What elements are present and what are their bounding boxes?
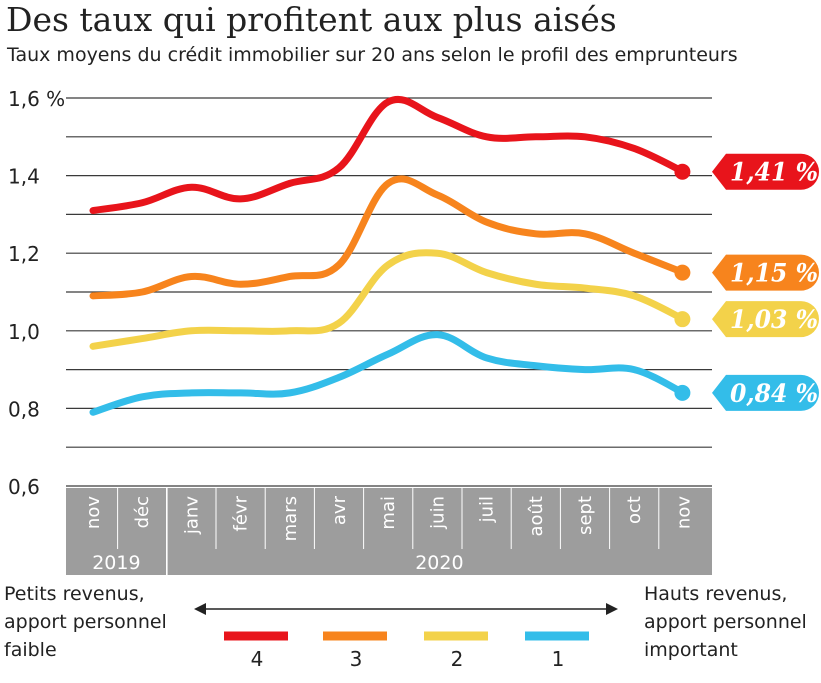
series-endpoint-3 xyxy=(674,264,691,281)
legend-label: 2 xyxy=(451,647,464,671)
x-tick-label: avr xyxy=(329,495,350,525)
year-label: 2019 xyxy=(92,552,140,574)
x-tick-label: oct xyxy=(624,496,645,524)
x-tick-label: nov xyxy=(673,496,694,529)
legend-arrow-left xyxy=(194,603,206,615)
x-tick-label: sept xyxy=(575,496,596,535)
end-label-pill-4 xyxy=(712,153,819,190)
x-tick-label: déc xyxy=(132,496,153,528)
series-line-1 xyxy=(89,331,687,416)
legend-right-line: Hauts revenus, xyxy=(644,583,788,605)
year-label: 2020 xyxy=(415,552,463,574)
end-label-1: 0,84 % xyxy=(730,379,818,408)
y-tick-label: 1,4 xyxy=(8,165,40,189)
y-tick-label: 1,2 xyxy=(8,242,40,266)
x-tick-label: août xyxy=(526,496,547,537)
x-tick-label: févr xyxy=(231,495,252,531)
x-tick-label: juil xyxy=(477,496,498,523)
series-endpoint-1 xyxy=(674,384,691,401)
series-line-3 xyxy=(89,175,687,300)
x-axis-band xyxy=(66,488,712,575)
x-tick-label: janv xyxy=(181,496,202,535)
series-line-2 xyxy=(89,249,687,350)
end-label-pill-1 xyxy=(712,374,819,411)
end-label-3: 1,15 % xyxy=(730,259,818,288)
legend-right-line: important xyxy=(644,639,738,661)
end-label-2: 1,03 % xyxy=(730,305,818,334)
legend-label: 3 xyxy=(350,647,363,671)
series-endpoint-4 xyxy=(674,163,691,180)
legend-left-line: apport personnel xyxy=(4,611,167,633)
end-label-4: 1,41 % xyxy=(730,158,818,187)
legend-right-line: apport personnel xyxy=(644,611,807,633)
x-tick-label: juin xyxy=(427,496,448,530)
legend-arrow-right xyxy=(606,603,618,615)
chart-subtitle: Taux moyens du crédit immobilier sur 20 … xyxy=(7,44,738,66)
legend-label: 1 xyxy=(552,647,565,671)
legend-left-note: Petits revenus, apport personnel faible xyxy=(4,580,167,664)
x-tick-label: nov xyxy=(83,496,104,529)
y-tick-label: 1,0 xyxy=(8,320,40,344)
series-endpoint-2 xyxy=(674,311,691,328)
end-label-pill-2 xyxy=(712,301,819,338)
series-line-4 xyxy=(89,96,687,215)
legend-label: 4 xyxy=(251,647,264,671)
legend-left-line: faible xyxy=(4,639,57,661)
y-tick-label: 1,6 % xyxy=(8,87,65,111)
x-tick-label: mai xyxy=(378,496,399,530)
end-label-pill-3 xyxy=(712,254,819,291)
legend-right-note: Hauts revenus, apport personnel importan… xyxy=(644,580,807,664)
y-tick-label: 0,6 xyxy=(8,475,40,499)
legend-left-line: Petits revenus, xyxy=(4,583,145,605)
y-tick-label: 0,8 xyxy=(8,397,40,421)
chart-title: Des taux qui profitent aux plus aisés xyxy=(6,0,617,39)
x-tick-label: mars xyxy=(280,496,301,541)
